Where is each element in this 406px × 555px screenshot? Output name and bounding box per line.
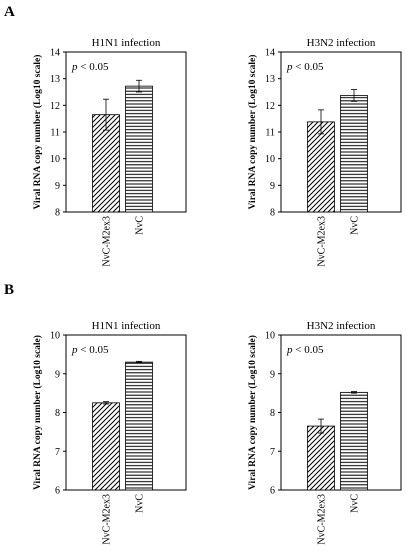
y-tick-label: 8: [270, 208, 275, 219]
y-tick-label: 14: [265, 48, 275, 59]
x-category-label: NvC-M2ex3: [102, 494, 113, 545]
y-axis-label: Viral RNA copy number (Log10 scale): [247, 55, 258, 210]
chart-title: H1N1 infection: [92, 320, 161, 332]
y-tick-label: 8: [55, 208, 60, 219]
x-category-label: NvC: [350, 216, 361, 235]
chart-title: H3N2 infection: [307, 320, 376, 332]
chart-a-h3n2: H3N2 infection Viral RNA copy number (Log…: [247, 37, 402, 267]
bar-nvc: [125, 361, 153, 491]
y-tick-label: 12: [50, 101, 60, 112]
y-tick-label: 10: [265, 331, 275, 342]
bar-nvc-m2ex3: [307, 425, 335, 491]
y-tick-label: 11: [265, 128, 275, 139]
y-tick-label: 10: [50, 331, 60, 342]
y-tick-label: 13: [265, 74, 275, 85]
y-tick-label: 10: [50, 154, 60, 165]
p-value-annotation: p < 0.05: [286, 61, 324, 73]
y-tick-label: 7: [270, 447, 275, 458]
p-value-annotation: p < 0.05: [71, 344, 109, 356]
chart-title: H1N1 infection: [92, 37, 161, 49]
x-category-label: NvC-M2ex3: [102, 216, 113, 267]
chart-a-h1n1: H1N1 infection Viral RNA copy number (Log…: [32, 37, 187, 267]
x-category-label: NvC-M2ex3: [317, 494, 328, 545]
x-category-label: NvC: [135, 216, 146, 235]
y-tick-label: 8: [55, 408, 60, 419]
y-axis-label: Viral RNA copy number (Log10 scale): [247, 335, 258, 490]
bar-nvc: [340, 95, 368, 213]
bar-nvc-m2ex3: [92, 114, 120, 213]
y-tick-label: 14: [50, 48, 60, 59]
bar-nvc-m2ex3: [92, 402, 120, 491]
bar-nvc: [125, 85, 153, 213]
panel-label-b: B: [4, 282, 14, 298]
y-tick-label: 12: [265, 101, 275, 112]
y-axis-label: Viral RNA copy number (Log10 scale): [32, 55, 43, 210]
y-tick-label: 6: [270, 486, 275, 497]
bar-nvc: [340, 391, 368, 491]
panel-label-a: A: [4, 4, 15, 20]
y-tick-label: 8: [270, 408, 275, 419]
chart-b-h3n2: H3N2 infection Viral RNA copy number (Log…: [247, 320, 402, 545]
y-tick-label: 9: [270, 181, 275, 192]
x-category-label: NvC: [135, 494, 146, 513]
y-tick-label: 6: [55, 486, 60, 497]
p-value-annotation: p < 0.05: [71, 61, 109, 73]
x-category-label: NvC: [350, 494, 361, 513]
y-tick-label: 10: [265, 154, 275, 165]
x-category-label: NvC-M2ex3: [317, 216, 328, 267]
y-tick-label: 9: [270, 369, 275, 380]
y-tick-label: 13: [50, 74, 60, 85]
y-tick-label: 11: [50, 128, 60, 139]
chart-b-h1n1: H1N1 infection Viral RNA copy number (Log…: [32, 320, 187, 545]
y-axis-label: Viral RNA copy number (Log10 scale): [32, 335, 43, 490]
y-tick-label: 9: [55, 369, 60, 380]
y-tick-label: 7: [55, 447, 60, 458]
bar-nvc-m2ex3: [307, 121, 335, 213]
chart-title: H3N2 infection: [307, 37, 376, 49]
y-tick-label: 9: [55, 181, 60, 192]
p-value-annotation: p < 0.05: [286, 344, 324, 356]
